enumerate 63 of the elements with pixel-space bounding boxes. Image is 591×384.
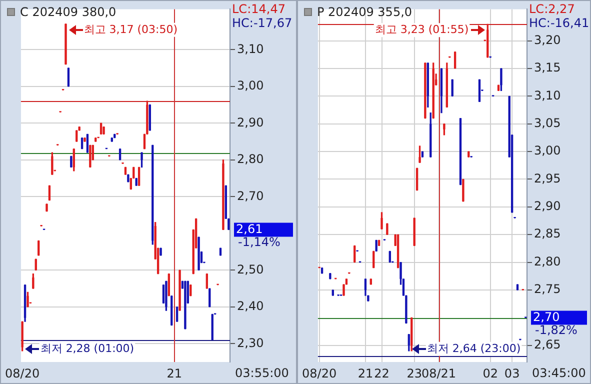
candlestick xyxy=(102,126,105,134)
chart-title: C 202409 380,0 xyxy=(20,5,116,19)
x-tick-label: 23 xyxy=(406,366,422,380)
x-tick-label: 02 xyxy=(482,366,498,380)
candlestick xyxy=(418,146,421,163)
candlestick xyxy=(178,270,181,311)
x-tick-label: 08/20 xyxy=(302,366,337,380)
y-tick-label: 2,95 xyxy=(534,171,561,186)
candlestick xyxy=(386,223,388,235)
y-tick-label: 2,65 xyxy=(534,338,561,352)
y-tick-label: 2,40 xyxy=(237,299,264,313)
candlestick xyxy=(500,68,502,91)
x-tick-label: 03 xyxy=(504,366,520,380)
x-tick-label: 08/20 xyxy=(5,366,40,380)
y-tick-label: 2,90 xyxy=(237,115,264,130)
text: 03:45:00 xyxy=(532,366,586,380)
annotation: 최고 3,17 (03:50) xyxy=(84,22,178,36)
text: HC:-16,41 xyxy=(529,16,590,30)
text: LC:2,27 xyxy=(529,2,575,16)
candlestick xyxy=(443,124,446,136)
y-tick-label: 2,75 xyxy=(534,282,561,296)
candlestick xyxy=(165,280,168,311)
candlestick xyxy=(46,204,48,212)
text: -1,82% xyxy=(535,322,578,337)
candlestick xyxy=(160,248,162,256)
y-tick-label: 2,70 xyxy=(237,188,264,203)
y-tick-label: 3,15 xyxy=(534,60,561,75)
y-tick-label: 2,85 xyxy=(534,226,561,241)
chart-title: P 202409 355,0 xyxy=(317,5,412,19)
candlestick xyxy=(462,178,464,202)
y-tick-label: 3,10 xyxy=(237,42,264,56)
candlestick xyxy=(380,212,383,230)
y-tick-label: 3,10 xyxy=(534,88,561,102)
x-tick-label: 22 xyxy=(374,366,390,380)
text: HC:-17,67 xyxy=(232,16,292,30)
y-tick-label: 3,05 xyxy=(534,116,561,130)
candlestick xyxy=(198,236,200,270)
y-tick-label: 3,20 xyxy=(534,32,561,47)
candlestick xyxy=(84,137,86,142)
y-tick-label: 2,50 xyxy=(237,262,264,276)
annotation: 최고 3,23 (01:55) xyxy=(374,23,469,36)
candlestick xyxy=(26,292,29,308)
y-tick-label: 3,00 xyxy=(237,78,264,92)
candlestick xyxy=(21,321,24,352)
candlestick xyxy=(184,280,186,330)
text: -1,14% xyxy=(238,234,280,249)
candlestick xyxy=(127,174,130,182)
x-tick-label: 08/21 xyxy=(421,366,456,380)
x-tick-label: 21 xyxy=(166,366,182,380)
y-tick-label: 3,00 xyxy=(534,144,561,158)
annotation: 최저 2,64 (23:00) xyxy=(426,342,521,355)
y-tick-label: 2,90 xyxy=(534,199,561,214)
candlestick xyxy=(140,152,143,168)
y-tick-label: 2,80 xyxy=(534,254,561,268)
text: 03:55:00 xyxy=(235,366,289,380)
y-tick-label: 2,80 xyxy=(237,152,264,166)
annotation: 최저 2,28 (01:00) xyxy=(40,342,134,355)
candlestick xyxy=(64,24,67,65)
y-tick-label: 2,30 xyxy=(237,336,264,350)
candlestick xyxy=(222,160,224,230)
text: 2,61 xyxy=(236,222,263,236)
text: LC:14,47 xyxy=(232,2,286,16)
x-tick-label: 21 xyxy=(358,366,374,380)
